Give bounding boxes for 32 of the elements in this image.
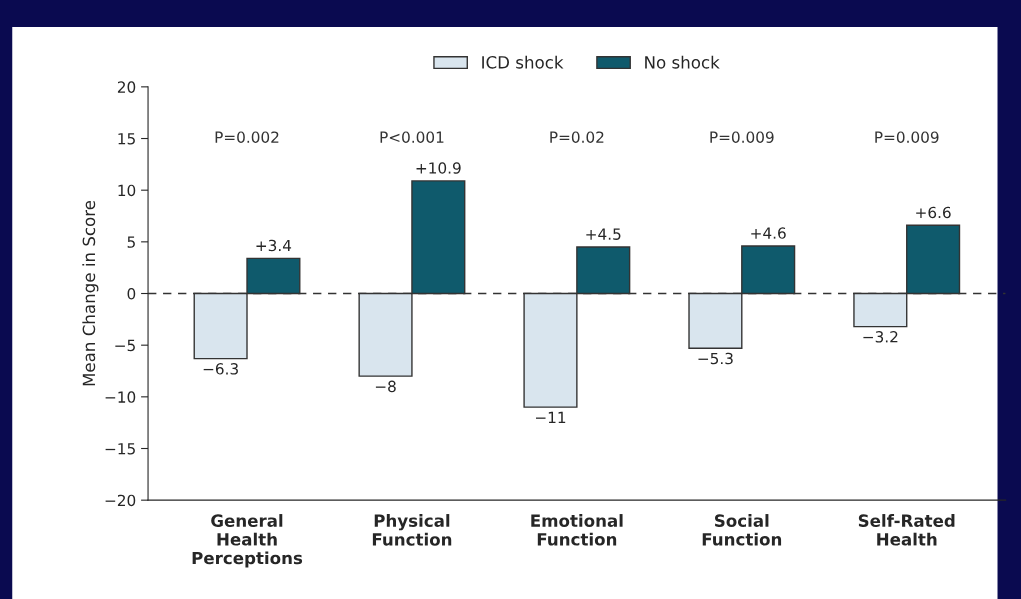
y-tick-label: 10 [118, 184, 136, 197]
annotation: P=0.009 [710, 131, 774, 143]
data-label: +4.5 [586, 228, 621, 240]
x-tick-label: Emotional Function [531, 514, 623, 546]
y-tick-label: −10 [105, 391, 136, 403]
data-label: −3.2 [863, 331, 898, 343]
y-tick-label: 5 [127, 236, 135, 248]
data-label: −5.3 [698, 352, 733, 365]
data-label: −8 [375, 380, 396, 393]
data-label: −11 [535, 411, 566, 423]
x-tick-label: General Health Perceptions [192, 514, 303, 568]
data-label: −6.3 [203, 363, 238, 375]
y-tick-label: 20 [117, 81, 136, 93]
legend-label: ICD shock [482, 55, 564, 69]
data-label: +10.9 [416, 162, 461, 174]
x-tick-label: Social Function [702, 514, 782, 546]
y-tick-label: −20 [105, 494, 136, 507]
y-tick-label: −15 [105, 443, 135, 455]
legend-label: No shock [645, 55, 720, 69]
annotation: P=0.02 [550, 131, 604, 143]
annotation: P=0.009 [875, 131, 939, 143]
annotation: P=0.002 [215, 131, 279, 143]
x-tick-label: Physical Function [372, 514, 452, 546]
data-label: +6.6 [916, 206, 951, 219]
data-label: +4.6 [751, 227, 786, 239]
y-tick-label: 0 [127, 287, 136, 300]
annotation: P<0.001 [380, 131, 444, 143]
y-axis-title: Mean Change in Score [82, 200, 99, 386]
y-tick-label: −5 [115, 339, 135, 352]
data-label: +3.4 [256, 239, 292, 252]
y-tick-label: 15 [118, 133, 135, 145]
x-tick-label: Self-Rated Health [858, 514, 955, 546]
